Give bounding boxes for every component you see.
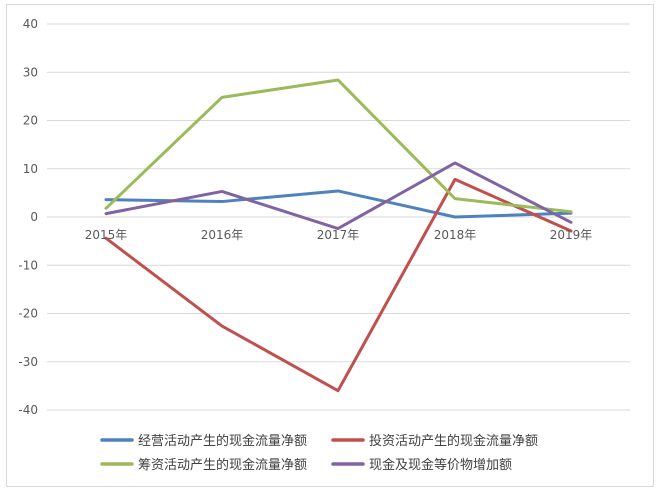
series-lines	[104, 78, 573, 393]
series-line-1	[104, 189, 573, 219]
legend-label: 现金及现金等价物增加额	[369, 457, 512, 473]
y-tick-label: -20	[18, 307, 38, 321]
x-tick-label: 2015年	[85, 228, 128, 242]
x-tick-label: 2019年	[550, 228, 593, 242]
legend-label: 经营活动产生的现金流量净额	[138, 433, 307, 449]
legend-label: 投资活动产生的现金流量净额	[369, 433, 538, 449]
y-tick-label: 10	[23, 162, 38, 176]
y-tick-label: 20	[23, 114, 38, 128]
y-tick-label: -40	[18, 403, 38, 417]
x-tick-label: 2018年	[434, 228, 477, 242]
gridlines	[47, 23, 630, 411]
x-tick-label: 2016年	[201, 228, 244, 242]
x-tick-label: 2017年	[317, 228, 360, 242]
series-line-4	[104, 161, 573, 231]
y-tick-label: -30	[18, 355, 38, 369]
series-line-3	[104, 78, 573, 214]
y-axis-ticks: -40 -30 -20 -10 0 10 20 30 40	[18, 17, 38, 417]
legend-label: 筹资活动产生的现金流量净额	[138, 457, 307, 473]
x-axis-ticks: 2015年 2016年 2017年 2018年 2019年	[85, 228, 593, 242]
y-tick-label: 40	[23, 17, 38, 31]
y-tick-label: 0	[30, 210, 38, 224]
y-tick-label: -10	[18, 258, 38, 272]
y-tick-label: 30	[23, 65, 38, 79]
series-line-2	[104, 177, 573, 393]
